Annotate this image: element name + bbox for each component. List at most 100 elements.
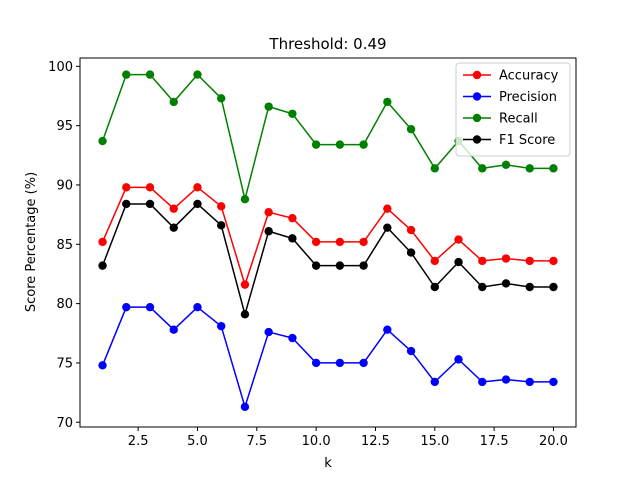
data-point-precision <box>335 358 345 368</box>
data-point-f1-score <box>240 310 250 319</box>
data-point-accuracy <box>169 204 178 213</box>
x-tick-label: 20.0 <box>539 434 568 449</box>
data-point-f1-score <box>122 199 131 209</box>
data-point-accuracy <box>288 213 297 223</box>
x-tick-label: 17.5 <box>480 434 509 449</box>
data-point-f1-score <box>98 261 107 270</box>
x-tick-label: 12.5 <box>361 434 390 449</box>
data-point-precision <box>478 377 487 387</box>
data-point-f1-score <box>454 257 463 267</box>
series-precision <box>98 302 558 412</box>
data-point-recall <box>501 160 511 169</box>
series-line-f1-score <box>101 203 554 316</box>
data-point-f1-score <box>383 223 392 232</box>
legend-marker-accuracy <box>472 70 482 80</box>
data-point-recall <box>98 136 107 146</box>
y-tick-label: 90 <box>56 178 73 193</box>
legend-label-precision: Precision <box>499 90 557 105</box>
plot-lines <box>98 70 558 412</box>
data-point-recall <box>264 102 273 111</box>
data-point-recall <box>525 164 534 173</box>
data-point-accuracy <box>501 254 511 263</box>
data-point-recall <box>145 70 155 79</box>
data-point-accuracy <box>525 256 534 266</box>
data-point-f1-score <box>288 234 297 243</box>
legend-label-f1-score: F1 Score <box>499 133 555 148</box>
data-point-precision <box>501 375 511 384</box>
data-point-recall <box>169 97 178 107</box>
data-point-f1-score <box>406 248 416 257</box>
data-point-recall <box>549 164 558 173</box>
data-point-accuracy <box>217 202 226 211</box>
data-point-f1-score <box>501 279 511 288</box>
legend-marker-recall <box>472 113 482 123</box>
y-tick-label: 100 <box>48 60 73 75</box>
legend-label-recall: Recall <box>499 112 538 127</box>
data-point-precision <box>169 325 178 334</box>
data-point-recall <box>383 97 392 107</box>
data-point-f1-score <box>549 282 558 292</box>
data-point-precision <box>288 333 297 343</box>
legend-box <box>455 62 571 157</box>
data-point-accuracy <box>430 256 439 266</box>
data-point-f1-score <box>169 223 178 232</box>
series-f1-score <box>98 199 558 319</box>
data-point-recall <box>335 140 345 149</box>
data-point-accuracy <box>549 256 558 266</box>
y-axis: 70 75 80 85 90 95 100 <box>48 60 80 431</box>
data-point-precision <box>454 355 463 364</box>
data-point-accuracy <box>478 256 487 266</box>
data-point-recall <box>430 164 439 173</box>
data-point-recall <box>478 164 487 173</box>
data-point-accuracy <box>145 183 155 192</box>
legend-marker-precision <box>472 92 482 101</box>
y-tick-label: 85 <box>56 238 73 253</box>
data-point-f1-score <box>264 227 273 236</box>
data-point-accuracy <box>193 183 202 192</box>
data-point-precision <box>406 346 416 356</box>
legend: Accuracy Precision Recall F1 Score <box>455 62 571 157</box>
data-point-recall <box>217 94 226 103</box>
data-point-precision <box>122 302 131 312</box>
y-tick-label: 70 <box>56 416 73 431</box>
data-point-precision <box>359 358 368 368</box>
data-point-f1-score <box>311 261 321 270</box>
data-point-recall <box>240 194 250 204</box>
data-point-f1-score <box>525 282 534 292</box>
y-tick-label: 80 <box>56 297 73 312</box>
data-point-precision <box>98 361 107 370</box>
data-point-f1-score <box>430 282 439 292</box>
y-tick-label: 95 <box>56 119 73 134</box>
data-point-accuracy <box>454 235 463 244</box>
data-point-precision <box>264 327 273 337</box>
data-point-precision <box>217 321 226 331</box>
data-point-recall <box>122 70 131 79</box>
data-point-accuracy <box>311 237 321 247</box>
data-point-precision <box>311 358 321 368</box>
x-tick-label: 7.5 <box>246 434 267 449</box>
chart-title: Threshold: 0.49 <box>268 35 386 53</box>
x-axis-label: k <box>324 456 332 471</box>
data-point-accuracy <box>359 237 368 247</box>
data-point-f1-score <box>193 199 202 209</box>
data-point-recall <box>193 70 202 79</box>
data-point-accuracy <box>264 208 273 217</box>
data-point-precision <box>145 302 155 312</box>
x-axis: 2.5 5.0 7.5 10.0 12.5 15.0 17.5 20.0 <box>128 427 568 449</box>
series-accuracy <box>98 183 558 289</box>
x-tick-label: 15.0 <box>420 434 449 449</box>
legend-label-accuracy: Accuracy <box>499 69 559 84</box>
data-point-f1-score <box>145 199 155 209</box>
data-point-accuracy <box>406 225 416 235</box>
legend-marker-f1-score <box>472 135 482 144</box>
data-point-recall <box>311 140 321 149</box>
data-point-precision <box>549 377 558 387</box>
data-point-precision <box>430 377 439 387</box>
plot-frame <box>79 57 577 428</box>
data-point-f1-score <box>359 261 368 270</box>
data-point-f1-score <box>335 261 345 270</box>
data-point-recall <box>359 140 368 149</box>
y-axis-label: Score Percentage (%) <box>24 172 39 312</box>
data-point-precision <box>240 402 250 412</box>
